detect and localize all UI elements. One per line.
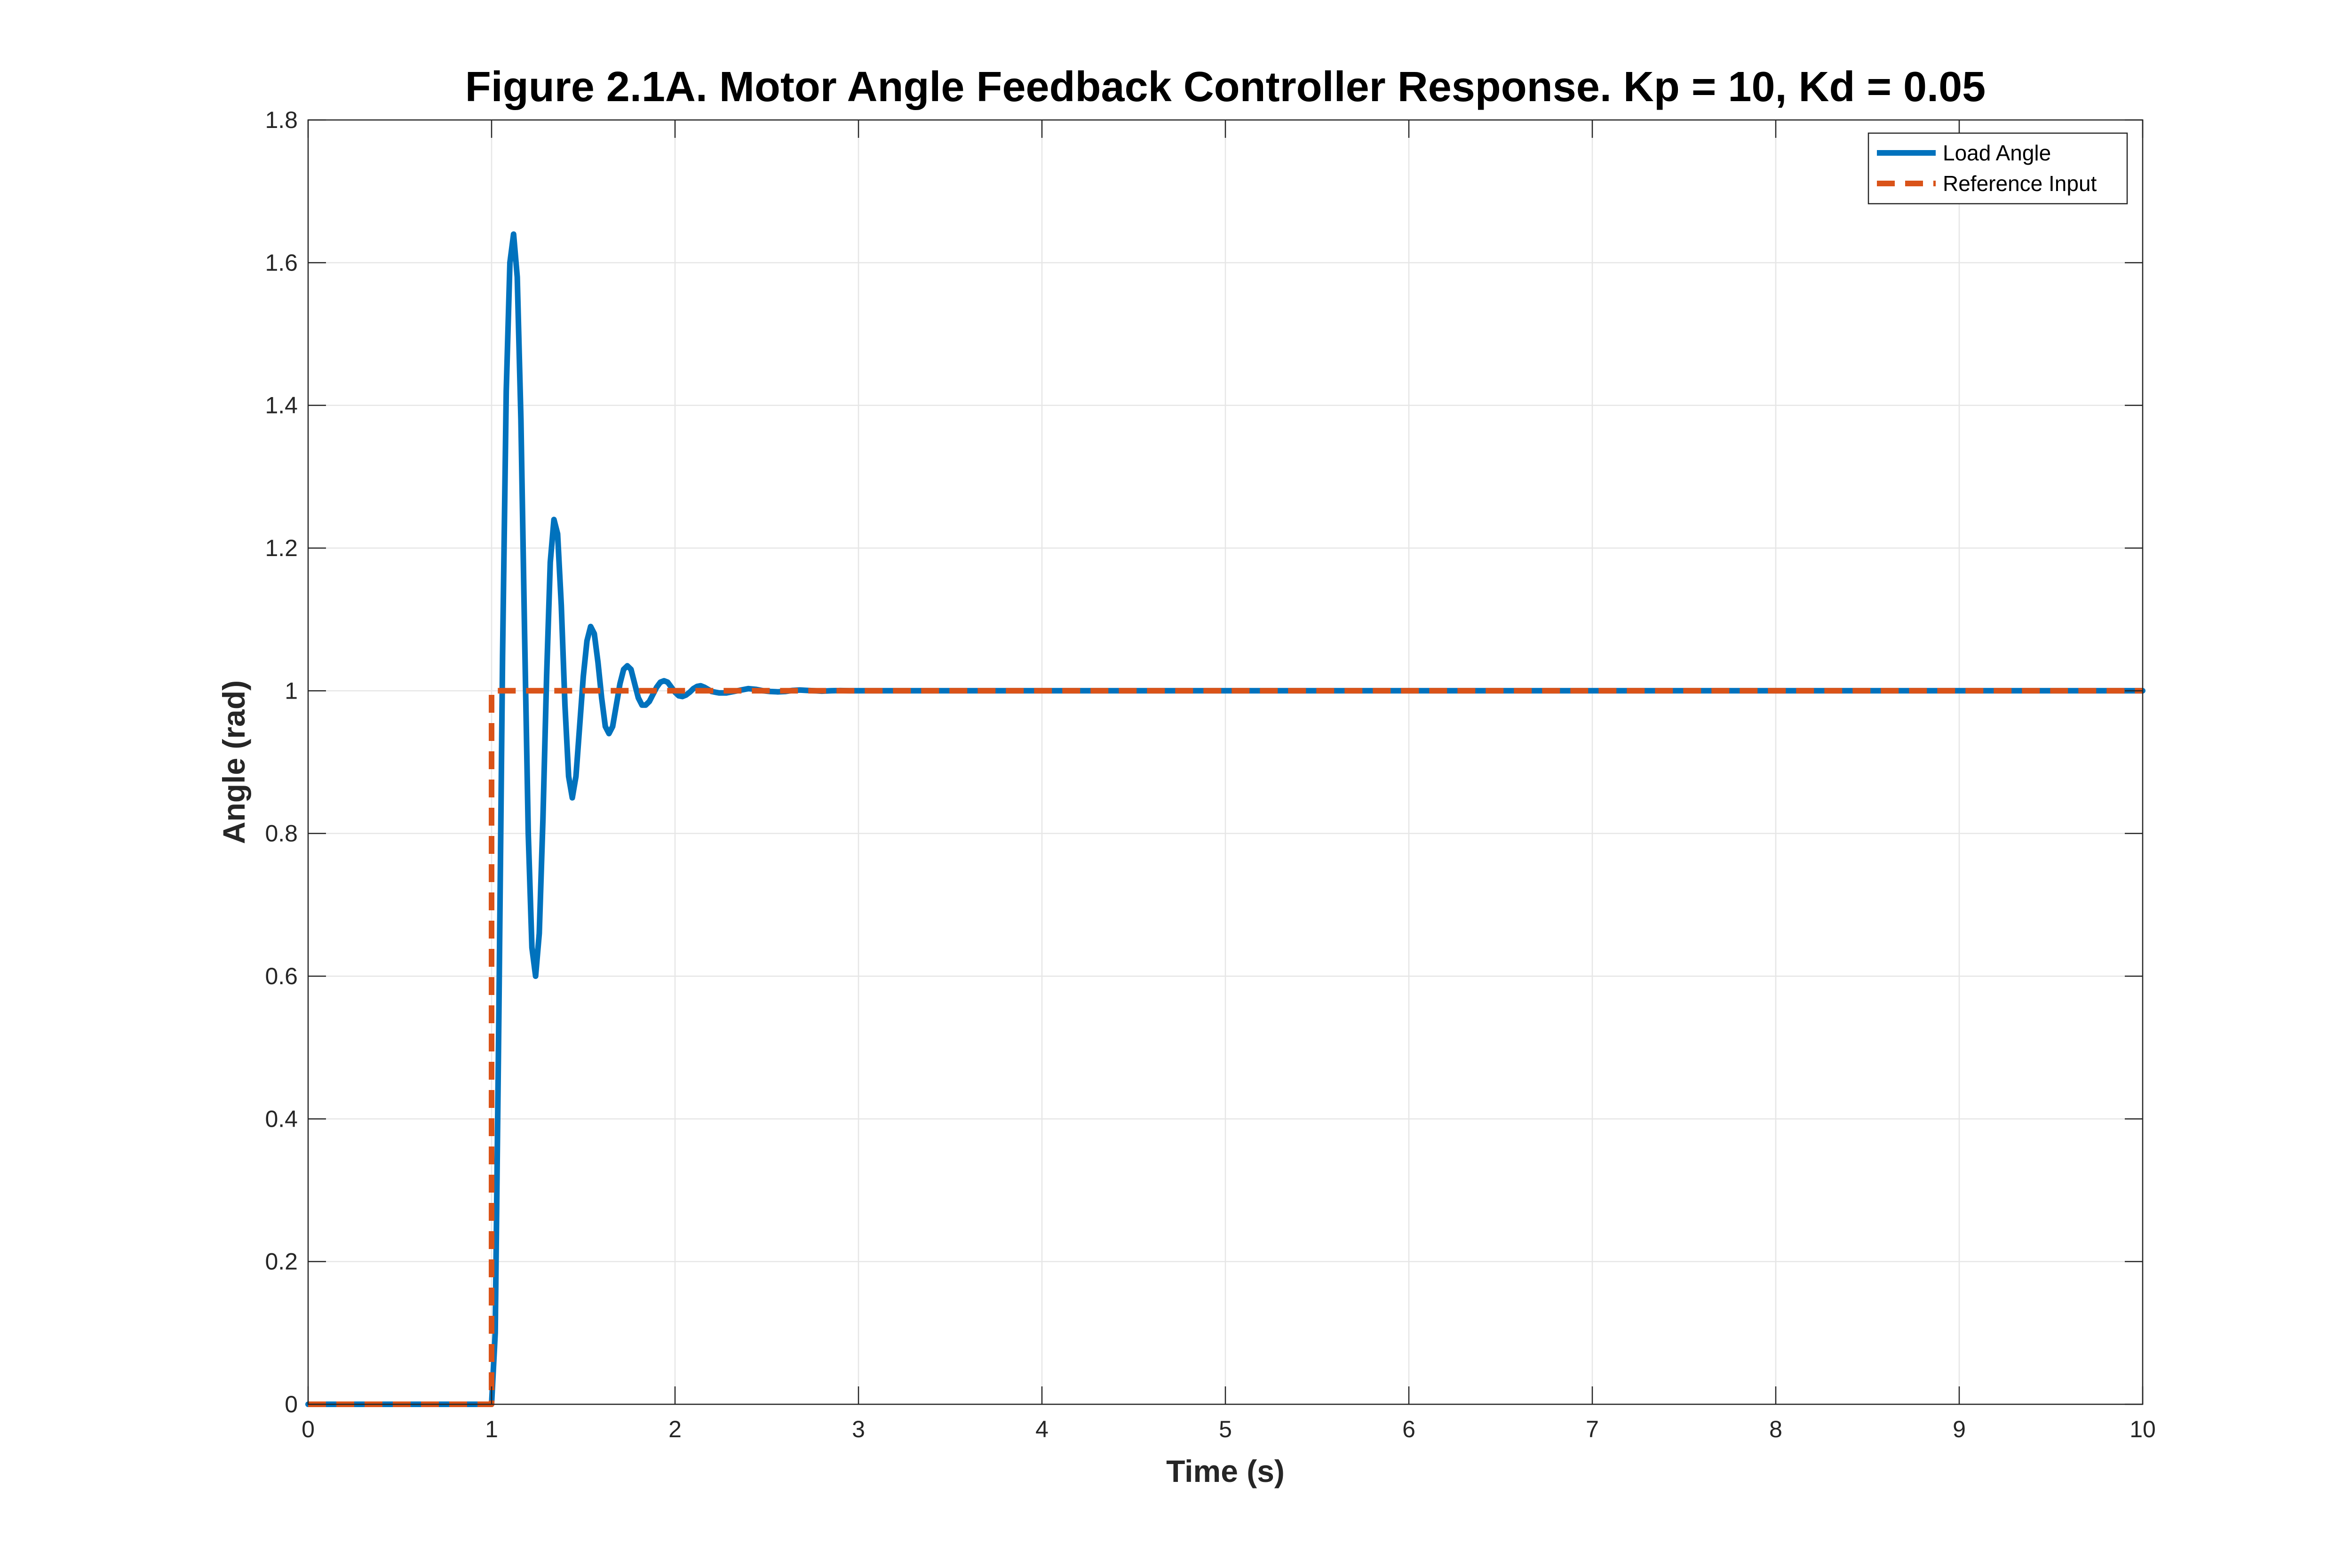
x-tick-label: 7: [1586, 1416, 1599, 1442]
legend: Load Angle Reference Input: [1867, 132, 2128, 205]
x-tick-label: 3: [852, 1416, 865, 1442]
y-axis-label: Angle (rad): [216, 680, 251, 844]
grid: [307, 119, 2144, 1405]
x-tick-label: 5: [1219, 1416, 1232, 1442]
x-tick-label: 9: [1953, 1416, 1966, 1442]
x-tick-label: 8: [1769, 1416, 1782, 1442]
legend-label-reference-input: Reference Input: [1943, 171, 2097, 196]
x-tick-label: 1: [485, 1416, 498, 1442]
legend-label-load-angle: Load Angle: [1943, 141, 2051, 165]
x-tick-label: 0: [302, 1416, 315, 1442]
chart-title: Figure 2.1A. Motor Angle Feedback Contro…: [465, 64, 1986, 111]
axis-ticks: 0 1 2 3 4 5 6 7 8 9 10 0 0.2 0.4 0.6 0.8 1 1.2 1.4 1.6 1.8: [265, 107, 2155, 1442]
y-tick-label: 1.8: [265, 107, 298, 133]
y-tick-label: 1.2: [265, 535, 298, 561]
y-tick-label: 0.6: [265, 963, 298, 989]
x-tick-label: 2: [668, 1416, 682, 1442]
y-tick-label: 1.6: [265, 249, 298, 276]
x-tick-label: 6: [1402, 1416, 1415, 1442]
y-tick-label: 0: [285, 1391, 298, 1417]
x-axis-label: Time (s): [1166, 1454, 1285, 1488]
y-tick-label: 0.8: [265, 820, 298, 847]
y-tick-label: 1.4: [265, 392, 298, 419]
y-tick-label: 0.2: [265, 1249, 298, 1275]
x-tick-label: 4: [1035, 1416, 1049, 1442]
x-tick-label: 10: [2130, 1416, 2156, 1442]
y-tick-label: 0.4: [265, 1106, 298, 1132]
y-tick-label: 1: [285, 677, 298, 704]
legend-box: [1867, 132, 2128, 205]
